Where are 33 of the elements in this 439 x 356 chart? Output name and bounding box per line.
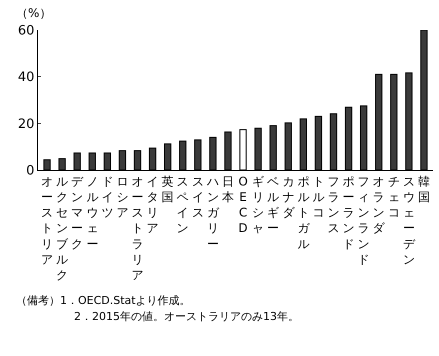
x-tick-label: ポルトガル — [297, 174, 310, 251]
x-tick-label: フィンランド — [358, 174, 370, 266]
x-tick-label: オーストリア — [41, 174, 54, 266]
x-tick-label: スイス — [192, 174, 204, 220]
x-tick-label: イタリア — [146, 174, 159, 236]
x-tick-label: 英国 — [162, 174, 174, 204]
x-tick-label: カナダ — [282, 174, 296, 220]
x-tick-label: スペイン — [176, 174, 189, 236]
x-tick-label: 日本 — [222, 174, 234, 204]
y-tick-label: 60 — [18, 24, 34, 39]
x-tick-label: ギリシャ — [252, 174, 264, 236]
x-tick-label: ハンガリー — [206, 174, 220, 251]
text: （備考）1．OECD.Statより作成。 — [16, 294, 191, 307]
x-tick-label: ポーランド — [342, 174, 355, 251]
y-tick-label: 0 — [26, 164, 34, 179]
x-tick-label: ロシア — [116, 174, 128, 220]
y-tick-label: 40 — [18, 70, 34, 86]
x-tick-label: ドイツ — [101, 174, 114, 220]
y-tick-label: 20 — [18, 116, 34, 132]
x-tick-label: ノルウェー — [86, 174, 98, 251]
x-tick-label: 韓国 — [418, 174, 430, 204]
x-tick-label: チェコ — [388, 174, 400, 220]
x-tick-label: ベルギー — [267, 174, 280, 236]
x-tick-label: フランス — [328, 174, 340, 236]
x-tick-label: トルコ — [312, 174, 324, 220]
x-tick-label: オランダ — [372, 174, 386, 236]
x-tick-label: デンマーク — [71, 174, 84, 251]
x-tick-label: スウェーデン — [402, 174, 416, 266]
y-axis-title: （%） — [16, 6, 52, 20]
x-tick-label: OECD — [238, 174, 248, 236]
x-tick-label: ルクセンブルク — [56, 174, 70, 282]
text: 2．2015年の値。オーストラリアのみ13年。 — [74, 310, 299, 323]
x-tick-label: オーストラリア — [132, 174, 144, 282]
